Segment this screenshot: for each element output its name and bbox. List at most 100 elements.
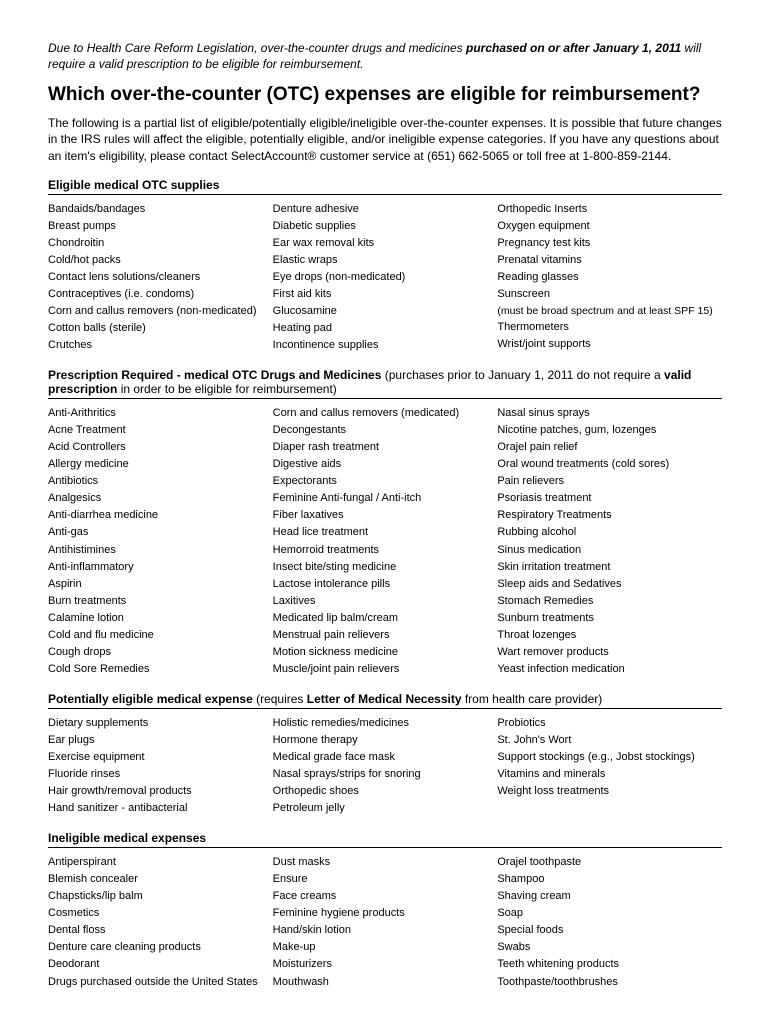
section-header-prescription: Prescription Required - medical OTC Drug… bbox=[48, 368, 722, 399]
list-item: St. John's Wort bbox=[497, 732, 714, 749]
list-item: Bandaids/bandages bbox=[48, 201, 265, 218]
list-item: (must be broad spectrum and at least SPF… bbox=[497, 303, 714, 319]
list-item: Nasal sinus sprays bbox=[497, 405, 714, 422]
list-item: Dietary supplements bbox=[48, 715, 265, 732]
list-item: Feminine hygiene products bbox=[273, 905, 490, 922]
list-item: Respiratory Treatments bbox=[497, 507, 714, 524]
list-item: Diaper rash treatment bbox=[273, 439, 490, 456]
list-item: Nasal sprays/strips for snoring bbox=[273, 766, 490, 783]
list-item: Support stockings (e.g., Jobst stockings… bbox=[497, 749, 714, 766]
list-item: Hemorroid treatments bbox=[273, 542, 490, 559]
notice-pre: Due to Health Care Reform Legislation, o… bbox=[48, 41, 466, 55]
list-item: Denture care cleaning products bbox=[48, 939, 265, 956]
list-item: Psoriasis treatment bbox=[497, 490, 714, 507]
list-item: Petroleum jelly bbox=[273, 800, 490, 817]
list-item: Thermometers bbox=[497, 319, 714, 336]
list-item: Calamine lotion bbox=[48, 610, 265, 627]
eligible-col1: Bandaids/bandagesBreast pumpsChondroitin… bbox=[48, 201, 273, 354]
list-item: Prenatal vitamins bbox=[497, 252, 714, 269]
list-item: Anti-gas bbox=[48, 524, 265, 541]
prescription-col2: Corn and callus removers (medicated)Deco… bbox=[273, 405, 498, 678]
list-item: Anti-diarrhea medicine bbox=[48, 507, 265, 524]
list-item: Diabetic supplies bbox=[273, 218, 490, 235]
list-item: Heating pad bbox=[273, 320, 490, 337]
list-item: Swabs bbox=[497, 939, 714, 956]
list-item: Antiperspirant bbox=[48, 854, 265, 871]
ineligible-col2: Dust masksEnsureFace creamsFeminine hygi… bbox=[273, 854, 498, 990]
list-item: Laxitives bbox=[273, 593, 490, 610]
list-item: Breast pumps bbox=[48, 218, 265, 235]
list-item: Ensure bbox=[273, 871, 490, 888]
list-item: Fluoride rinses bbox=[48, 766, 265, 783]
list-item: Ear plugs bbox=[48, 732, 265, 749]
list-item: Cosmetics bbox=[48, 905, 265, 922]
list-item: Hormone therapy bbox=[273, 732, 490, 749]
list-item: Shampoo bbox=[497, 871, 714, 888]
list-item: Anti-Arithritics bbox=[48, 405, 265, 422]
list-item: Feminine Anti-fungal / Anti-itch bbox=[273, 490, 490, 507]
list-item: Fiber laxatives bbox=[273, 507, 490, 524]
list-item: Muscle/joint pain relievers bbox=[273, 661, 490, 678]
header-bold2: Letter of Medical Necessity bbox=[307, 692, 462, 706]
list-item: Cotton balls (sterile) bbox=[48, 320, 265, 337]
potentially-columns: Dietary supplementsEar plugsExercise equ… bbox=[48, 715, 722, 817]
potentially-col3: ProbioticsSt. John's WortSupport stockin… bbox=[497, 715, 722, 817]
list-item: Medical grade face mask bbox=[273, 749, 490, 766]
list-item: Hand sanitizer - antibacterial bbox=[48, 800, 265, 817]
list-item: Antihistimines bbox=[48, 542, 265, 559]
list-item: Rubbing alcohol bbox=[497, 524, 714, 541]
list-item: Contact lens solutions/cleaners bbox=[48, 269, 265, 286]
list-item: Orajel toothpaste bbox=[497, 854, 714, 871]
list-item: Dental floss bbox=[48, 922, 265, 939]
list-item: Digestive aids bbox=[273, 456, 490, 473]
list-item: Exercise equipment bbox=[48, 749, 265, 766]
list-item: Mouthwash bbox=[273, 974, 490, 991]
list-item: Expectorants bbox=[273, 473, 490, 490]
list-item: First aid kits bbox=[273, 286, 490, 303]
list-item: Deodorant bbox=[48, 956, 265, 973]
ineligible-col3: Orajel toothpasteShampooShaving creamSoa… bbox=[497, 854, 722, 990]
list-item: Reading glasses bbox=[497, 269, 714, 286]
list-item: Cold/hot packs bbox=[48, 252, 265, 269]
list-item: Eye drops (non-medicated) bbox=[273, 269, 490, 286]
list-item: Make-up bbox=[273, 939, 490, 956]
list-item: Orthopedic Inserts bbox=[497, 201, 714, 218]
intro-text: The following is a partial list of eligi… bbox=[48, 115, 722, 164]
list-item: Head lice treatment bbox=[273, 524, 490, 541]
list-item: Hair growth/removal products bbox=[48, 783, 265, 800]
list-item: Weight loss treatments bbox=[497, 783, 714, 800]
list-item: Medicated lip balm/cream bbox=[273, 610, 490, 627]
prescription-columns: Anti-ArithriticsAcne TreatmentAcid Contr… bbox=[48, 405, 722, 678]
list-item: Holistic remedies/medicines bbox=[273, 715, 490, 732]
list-item: Crutches bbox=[48, 337, 265, 354]
list-item: Corn and callus removers (medicated) bbox=[273, 405, 490, 422]
list-item: Probiotics bbox=[497, 715, 714, 732]
page-title: Which over-the-counter (OTC) expenses ar… bbox=[48, 84, 722, 107]
list-item: Glucosamine bbox=[273, 303, 490, 320]
list-item: Acne Treatment bbox=[48, 422, 265, 439]
legislation-notice: Due to Health Care Reform Legislation, o… bbox=[48, 40, 722, 72]
list-item: Chondroitin bbox=[48, 235, 265, 252]
notice-bold: purchased on or after January 1, 2011 bbox=[466, 41, 681, 55]
list-item: Cough drops bbox=[48, 644, 265, 661]
list-item: Elastic wraps bbox=[273, 252, 490, 269]
header-bold1: Potentially eligible medical expense bbox=[48, 692, 253, 706]
eligible-col3: Orthopedic InsertsOxygen equipmentPregna… bbox=[497, 201, 722, 354]
prescription-col1: Anti-ArithriticsAcne TreatmentAcid Contr… bbox=[48, 405, 273, 678]
eligible-columns: Bandaids/bandagesBreast pumpsChondroitin… bbox=[48, 201, 722, 354]
list-item: Lactose intolerance pills bbox=[273, 576, 490, 593]
header-bold: Eligible medical OTC supplies bbox=[48, 178, 219, 192]
list-item: Teeth whitening products bbox=[497, 956, 714, 973]
list-item: Shaving cream bbox=[497, 888, 714, 905]
list-item: Pregnancy test kits bbox=[497, 235, 714, 252]
list-item: Decongestants bbox=[273, 422, 490, 439]
list-item: Wrist/joint supports bbox=[497, 336, 714, 353]
list-item: Contraceptives (i.e. condoms) bbox=[48, 286, 265, 303]
header-bold: Ineligible medical expenses bbox=[48, 831, 206, 845]
section-header-ineligible: Ineligible medical expenses bbox=[48, 831, 722, 848]
ineligible-columns: AntiperspirantBlemish concealerChapstick… bbox=[48, 854, 722, 990]
list-item: Allergy medicine bbox=[48, 456, 265, 473]
list-item: Insect bite/sting medicine bbox=[273, 559, 490, 576]
header-mid: (requires bbox=[253, 692, 307, 706]
list-item: Burn treatments bbox=[48, 593, 265, 610]
